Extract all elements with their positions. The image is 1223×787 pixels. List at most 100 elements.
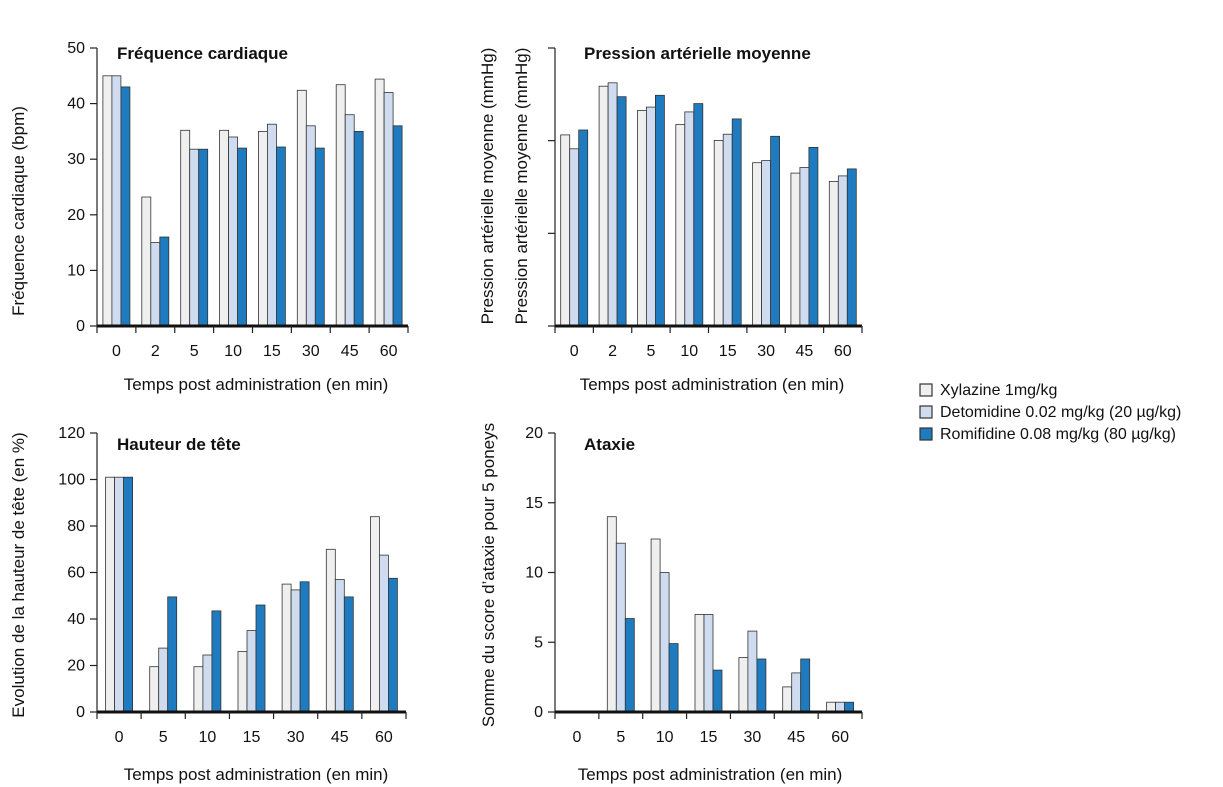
x-tick-label: 0 — [572, 729, 581, 746]
bar-romifidine-2 — [159, 236, 170, 327]
x-tick-label: 15 — [263, 343, 281, 360]
bar-xylazine-2 — [598, 85, 609, 327]
bar-romifidine-0 — [120, 86, 131, 327]
bar-romifidine-2 — [616, 96, 627, 327]
bar-xylazine-60 — [374, 78, 385, 327]
bar-detomidine-5 — [158, 647, 169, 713]
bar-detomidine-0 — [569, 148, 580, 327]
bar-xylazine-2 — [141, 196, 152, 327]
bar-xylazine-0 — [560, 134, 571, 327]
y-tick-label: 15 — [525, 495, 543, 512]
bar-romifidine-5 — [167, 596, 178, 713]
bar-detomidine-30 — [761, 160, 771, 327]
bar-detomidine-60 — [837, 175, 848, 327]
bar-detomidine-30 — [290, 589, 301, 713]
bar-romifidine-60 — [846, 168, 857, 327]
chart-title: Hauteur de tête — [117, 435, 241, 454]
bar-romifidine-5 — [624, 618, 635, 713]
x-tick-label: 10 — [680, 343, 698, 360]
bar-romifidine-60 — [387, 577, 398, 713]
bar-xylazine-30 — [752, 162, 762, 327]
bar-romifidine-10 — [668, 643, 679, 713]
x-tick-label: 2 — [608, 343, 617, 360]
bar-detomidine-60 — [383, 92, 394, 327]
bar-romifidine-45 — [343, 596, 354, 713]
bar-xylazine-30 — [296, 89, 307, 327]
bar-xylazine-45 — [790, 172, 801, 327]
chart-title: Ataxie — [584, 435, 635, 454]
bar-romifidine-30 — [299, 581, 310, 713]
bar-xylazine-10 — [675, 124, 686, 327]
y-axis-label: Pression artérielle moyenne (mmHg) — [512, 48, 531, 325]
x-tick-label: 5 — [646, 343, 655, 360]
x-tick-label: 5 — [190, 343, 199, 360]
x-tick-label: 15 — [719, 343, 737, 360]
y-tick-label: 30 — [67, 151, 85, 168]
bar-xylazine-15 — [237, 651, 248, 713]
chart-title: Fréquence cardiaque — [117, 44, 288, 63]
bar-detomidine-30 — [747, 630, 758, 713]
x-tick-label: 2 — [151, 343, 160, 360]
y-tick-label: 100 — [58, 472, 85, 489]
chart-title: Pression artérielle moyenne — [584, 44, 811, 63]
bar-xylazine-30 — [738, 657, 749, 713]
bar-detomidine-0 — [111, 75, 122, 327]
bar-detomidine-45 — [791, 672, 802, 713]
bar-xylazine-0 — [102, 75, 113, 327]
x-tick-label: 30 — [302, 343, 320, 360]
bar-detomidine-2 — [607, 82, 618, 327]
x-tick-label: 5 — [616, 729, 625, 746]
chart-heart-rate: Fréquence cardiaque 0 10 20 30 40 50 0 2 5 10 15 30 4… — [9, 40, 409, 394]
y-axis-label: Somme du score d’ataxie pour 5 poneys — [479, 423, 498, 727]
legend-swatch-xylazine — [919, 383, 933, 397]
x-tick-label: 10 — [199, 729, 217, 746]
y-tick-label: 120 — [58, 425, 85, 442]
legend: Xylazine 1mg/kg Detomidine 0.02 mg/kg (2… — [919, 382, 1181, 443]
x-tick-label: 5 — [159, 729, 168, 746]
legend-label-detomidine: Detomidine 0.02 mg/kg (20 µg/kg) — [940, 404, 1181, 421]
x-axis-label: Temps post administration (en min) — [578, 765, 843, 784]
x-tick-label: 60 — [380, 343, 398, 360]
x-tick-label: 60 — [375, 729, 393, 746]
x-tick-label: 60 — [831, 729, 849, 746]
bar-xylazine-10 — [193, 666, 204, 713]
bar-xylazine-15 — [257, 130, 268, 327]
x-tick-label: 45 — [331, 729, 349, 746]
x-tick-label: 60 — [834, 343, 852, 360]
bar-romifidine-45 — [808, 146, 819, 327]
bar-romifidine-10 — [237, 147, 248, 327]
y-tick-label: 20 — [525, 425, 543, 442]
bar-romifidine-30 — [756, 658, 767, 713]
y-tick-label: 60 — [67, 565, 85, 582]
bar-detomidine-10 — [659, 572, 670, 713]
y-tick-label: 20 — [67, 207, 85, 224]
bar-detomidine-45 — [344, 114, 355, 327]
x-tick-label: 15 — [700, 729, 718, 746]
bar-xylazine-45 — [782, 686, 793, 713]
x-tick-label: 0 — [112, 343, 121, 360]
x-tick-label: 0 — [115, 729, 124, 746]
chart-mean-arterial-pressure: Pression artérielle moyenne 0 2 5 10 15 30 45 60… — [478, 44, 863, 394]
legend-label-xylazine: Xylazine 1mg/kg — [940, 382, 1057, 399]
y-tick-label: 20 — [67, 658, 85, 675]
bar-detomidine-45 — [799, 167, 810, 327]
x-tick-label: 45 — [787, 729, 805, 746]
bar-detomidine-10 — [228, 136, 239, 327]
bar-romifidine-60 — [392, 125, 403, 327]
y-tick-label: 0 — [76, 704, 85, 721]
bar-detomidine-10 — [684, 111, 695, 327]
y-tick-label: 0 — [534, 704, 543, 721]
bar-xylazine-15 — [694, 614, 705, 713]
bar-xylazine-0 — [105, 476, 115, 713]
y-tick-label: 0 — [76, 318, 85, 335]
y-tick-label: 10 — [67, 262, 85, 279]
bar-xylazine-10 — [219, 129, 230, 327]
bar-xylazine-10 — [650, 538, 661, 713]
bar-romifidine-10 — [693, 103, 704, 327]
y-axis-label: Pression artérielle moyenne (mmHg) — [478, 48, 497, 325]
y-tick-label: 40 — [67, 96, 85, 113]
x-tick-label: 30 — [744, 729, 762, 746]
x-tick-label: 45 — [341, 343, 359, 360]
bar-xylazine-60 — [828, 180, 839, 327]
bar-romifidine-45 — [353, 130, 364, 327]
